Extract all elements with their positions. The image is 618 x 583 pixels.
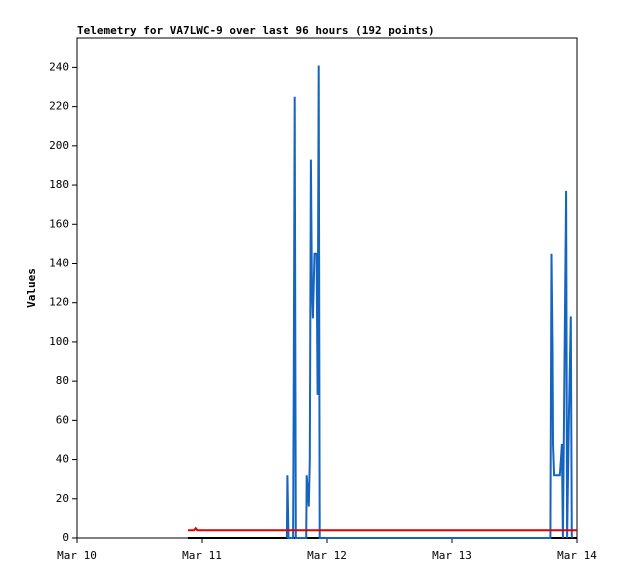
y-tick-label: 40 — [56, 453, 69, 466]
y-tick-label: 100 — [49, 335, 69, 348]
y-tick-label: 60 — [56, 413, 69, 426]
x-tick-label: Mar 10 — [57, 549, 97, 562]
x-tick-label: Mar 13 — [432, 549, 472, 562]
x-tick-label: Mar 14 — [557, 549, 597, 562]
y-tick-label: 0 — [62, 531, 69, 544]
y-tick-label: 220 — [49, 100, 69, 113]
y-tick-label: 20 — [56, 492, 69, 505]
series-line — [285, 65, 573, 539]
plot-frame — [76, 37, 578, 539]
y-tick-label: 200 — [49, 139, 69, 152]
y-tick-label: 160 — [49, 217, 69, 230]
y-tick-label: 120 — [49, 296, 69, 309]
y-tick-label: 140 — [49, 256, 69, 269]
chart-title: Telemetry for VA7LWC-9 over last 96 hour… — [77, 24, 435, 37]
y-tick-label: 180 — [49, 178, 69, 191]
y-tick-label: 80 — [56, 374, 69, 387]
y-tick-label: 240 — [49, 60, 69, 73]
x-tick-label: Mar 12 — [307, 549, 347, 562]
y-axis-label: Values — [25, 268, 38, 308]
series-line — [187, 526, 577, 532]
x-tick-label: Mar 11 — [182, 549, 222, 562]
